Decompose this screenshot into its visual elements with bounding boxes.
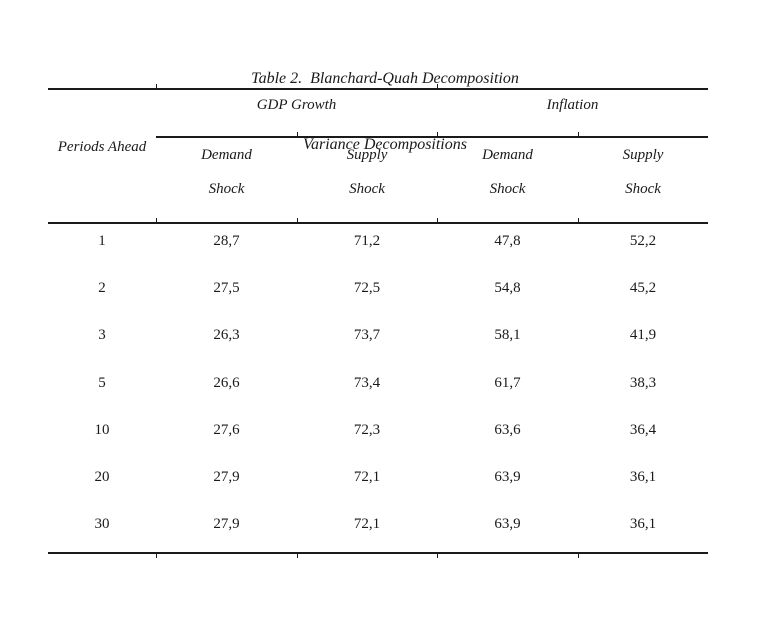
table-title-line2: Variance Decompositions [303,136,467,153]
value-cell: 72,3 [353,421,381,438]
value-cell: 45,2 [629,279,657,296]
col-header-gdp-supply: Supply [346,147,388,163]
value-cell: 52,2 [629,232,657,249]
table-row: 1 28,7 71,2 47,8 52,2 [48,229,708,253]
value-cell: 26,3 [213,326,240,343]
value-cell: 73,7 [353,326,381,343]
table-title: Table 2. Blanchard-Quah Decomposition Va… [0,24,770,200]
value-cell: 26,6 [213,374,240,391]
table-row: 10 27,6 72,3 63,6 36,4 [48,418,708,442]
value-cell: 58,1 [494,326,521,343]
value-cell: 36,1 [629,515,657,532]
period-cell: 1 [98,232,106,249]
table-top-rule [48,88,708,90]
value-cell: 47,8 [494,232,521,249]
column-boundary-tick [578,218,579,222]
value-cell: 28,7 [213,232,240,249]
value-cell: 63,9 [494,468,521,485]
value-cell: 27,9 [213,515,240,532]
col-header-inflation-supply-shock: Shock [625,181,661,197]
group-header-gdp-growth: GDP Growth [256,97,337,113]
column-boundary-tick [297,218,298,222]
table-title-line1: Table 2. Blanchard-Quah Decomposition [251,70,519,87]
col-header-gdp-demand-shock: Shock [208,181,245,197]
table-row: 20 27,9 72,1 63,9 36,1 [48,465,708,489]
column-boundary-tick [437,218,438,222]
column-boundary-tick [578,132,579,136]
column-boundary-tick [437,132,438,136]
table-bottom-rule [48,552,708,554]
group-header-rule [156,136,708,138]
period-cell: 10 [94,421,110,438]
col-header-inflation-supply: Supply [622,147,664,163]
col-header-inflation-demand-shock: Shock [489,181,526,197]
value-cell: 36,4 [629,421,657,438]
period-cell: 5 [98,374,106,391]
period-cell: 2 [98,279,106,296]
column-boundary-tick [156,84,157,88]
value-cell: 38,3 [629,374,657,391]
value-cell: 73,4 [353,374,381,391]
column-boundary-tick [578,554,579,558]
value-cell: 27,9 [213,468,240,485]
col-header-inflation-demand: Demand [482,147,533,163]
table-row: 30 27,9 72,1 63,9 36,1 [48,512,708,536]
value-cell: 36,1 [629,468,657,485]
value-cell: 72,1 [353,468,381,485]
period-cell: 3 [98,326,106,343]
column-boundary-tick [156,218,157,222]
value-cell: 72,5 [353,279,381,296]
col-header-gdp-demand: Demand [201,147,252,163]
value-cell: 63,6 [494,421,521,438]
header-bottom-rule [48,222,708,224]
period-cell: 30 [94,515,110,532]
column-boundary-tick [297,554,298,558]
value-cell: 61,7 [494,374,521,391]
value-cell: 63,9 [494,515,521,532]
column-boundary-tick [437,554,438,558]
value-cell: 72,1 [353,515,381,532]
column-boundary-tick [156,554,157,558]
value-cell: 27,6 [213,421,240,438]
value-cell: 54,8 [494,279,521,296]
variance-decomposition-table: GDP Growth Inflation Periods Ahead Deman… [48,84,708,563]
table-row: 5 26,6 73,4 61,7 38,3 [48,371,708,395]
column-boundary-tick [297,132,298,136]
table-row: 2 27,5 72,5 54,8 45,2 [48,276,708,300]
value-cell: 71,2 [353,232,381,249]
period-cell: 20 [94,468,110,485]
row-header-periods-ahead: Periods Ahead [57,139,147,155]
group-header-inflation: Inflation [546,97,599,113]
value-cell: 41,9 [629,326,657,343]
col-header-gdp-supply-shock: Shock [349,181,385,197]
table-row: 3 26,3 73,7 58,1 41,9 [48,323,708,347]
column-boundary-tick [437,84,438,88]
value-cell: 27,5 [213,279,240,296]
